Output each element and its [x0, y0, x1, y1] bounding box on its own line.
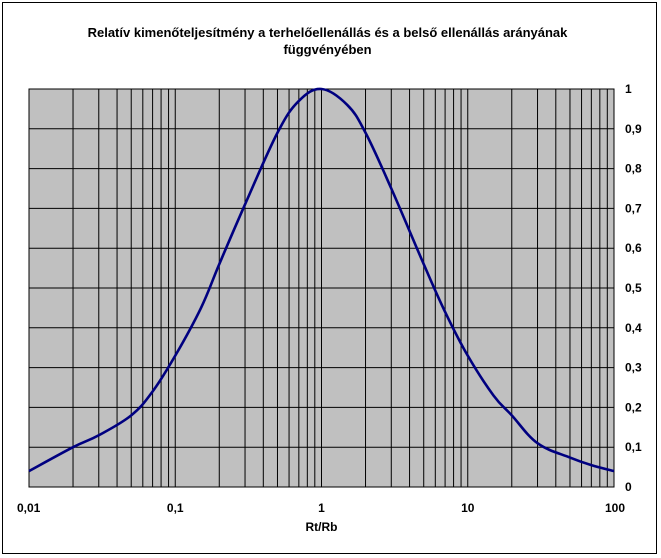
series-line	[28, 87, 615, 473]
y-tick-label: 0,3	[625, 361, 642, 375]
x-tick-label: 0,1	[167, 501, 184, 515]
y-tick-label: 0,8	[625, 162, 642, 176]
y-tick-label: 0,1	[625, 440, 642, 454]
y-tick-labels: 0 0,1 0,2 0,3 0,4 0,5 0,6 0,7 0,8 0,9 1	[625, 82, 642, 494]
x-tick-label: 100	[605, 501, 625, 515]
x-tick-label: 1	[318, 501, 325, 515]
x-tick-labels: 0,01 0,1 1 10 100	[17, 501, 625, 515]
y-tick-label: 1	[625, 82, 632, 96]
series-layer	[28, 87, 615, 473]
y-tick-label: 0,6	[625, 241, 642, 255]
y-tick-label: 0,5	[625, 281, 642, 295]
y-tick-label: 0,2	[625, 400, 642, 414]
chart-title-line-2: függvényében	[283, 42, 372, 57]
chart-title: Relatív kimenőteljesítmény a terhelőelle…	[0, 24, 655, 58]
y-tick-label: 0,4	[625, 321, 642, 335]
grid-lines	[28, 88, 614, 488]
y-tick-label: 0,7	[625, 201, 642, 215]
chart-title-line-1: Relatív kimenőteljesítmény a terhelőelle…	[87, 25, 568, 40]
x-tick-label: 10	[461, 501, 475, 515]
y-tick-label: 0,9	[625, 122, 642, 136]
x-tick-label: 0,01	[17, 501, 41, 515]
x-axis-label: Rt/Rb	[306, 520, 338, 534]
y-tick-label: 0	[625, 480, 632, 494]
